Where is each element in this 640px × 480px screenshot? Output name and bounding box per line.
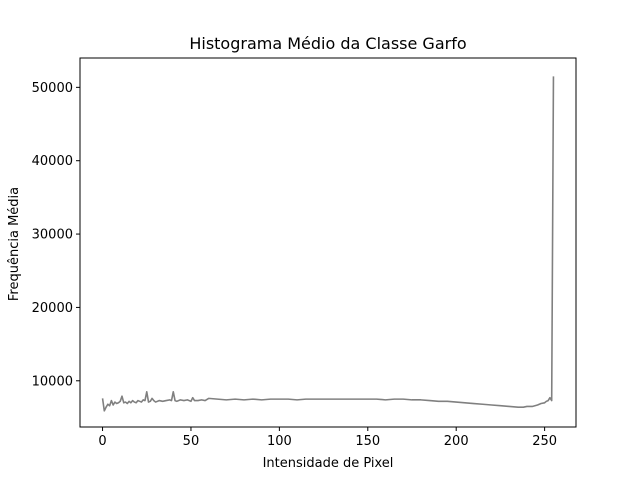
- y-tick-label: 10000: [32, 374, 73, 389]
- x-axis-label: Intensidade de Pixel: [263, 456, 394, 471]
- y-tick-label: 30000: [32, 228, 73, 243]
- x-tick-label: 50: [183, 434, 200, 449]
- series-line-0: [101, 76, 555, 412]
- plot-area: [79, 57, 577, 428]
- y-tick-label: 20000: [32, 301, 73, 316]
- x-tick-label: 100: [267, 434, 292, 449]
- x-tick-label: 150: [355, 434, 380, 449]
- plot-frame: [79, 57, 577, 428]
- y-axis-label: Frequência Média: [7, 187, 22, 301]
- x-tick-label: 250: [532, 434, 557, 449]
- chart-title: Histograma Médio da Classe Garfo: [189, 34, 466, 53]
- axis-ticks: 0 50 100 150 200 250 10000 20000 30000 40000 50000: [32, 81, 557, 449]
- y-tick-label: 50000: [32, 81, 73, 96]
- x-tick-label: 0: [98, 434, 106, 449]
- x-tick-label: 200: [444, 434, 469, 449]
- y-tick-label: 40000: [32, 154, 73, 169]
